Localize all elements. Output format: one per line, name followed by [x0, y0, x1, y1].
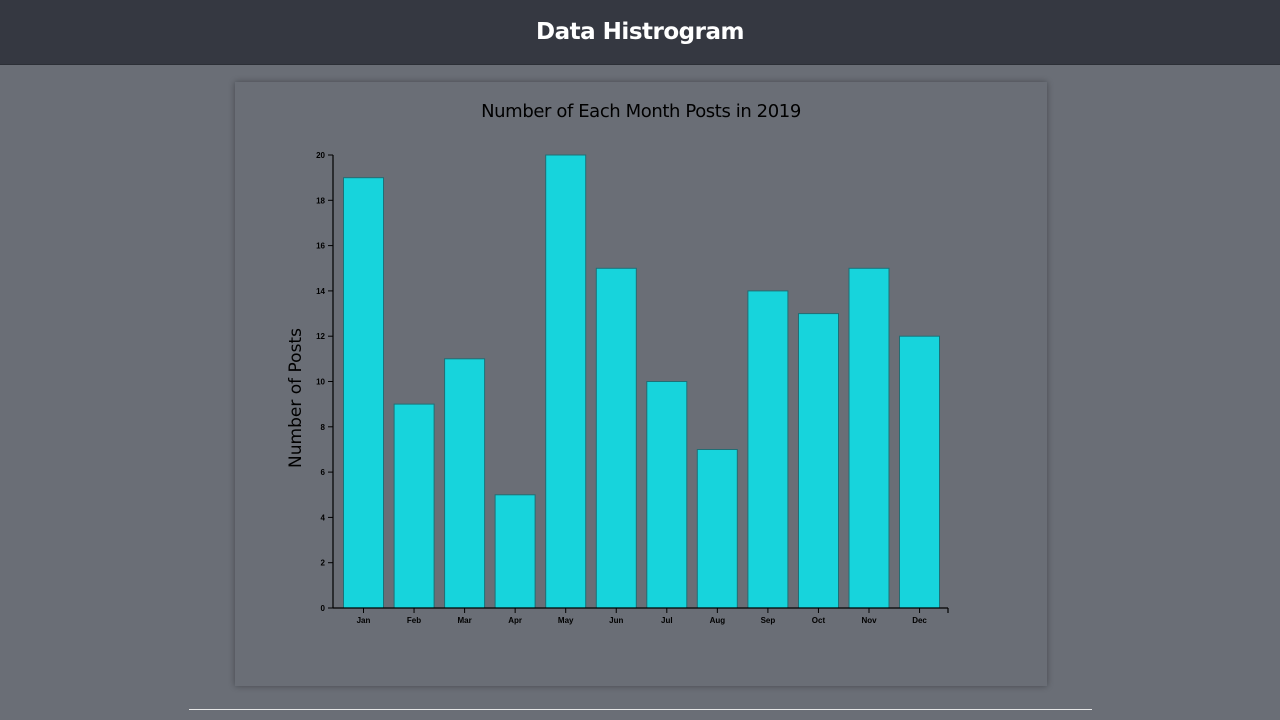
bar-chart: 0 2 4 6 8 10 12 14 16 18 20 Jan Feb Mar Apr May Jun Jul Au…: [286, 151, 949, 625]
bar-sep: [747, 290, 789, 609]
y-tick-label: 16: [316, 242, 325, 251]
x-tick-label: Oct: [812, 616, 826, 625]
y-tick-label: 8: [321, 423, 326, 432]
x-tick-label: Nov: [861, 616, 877, 625]
bar-apr: [494, 494, 536, 609]
chart-card: Number of Each Month Posts in 2019 0 2 4 6 8…: [235, 82, 1047, 686]
y-tick-label: 18: [316, 196, 325, 205]
x-tick-label: Aug: [710, 616, 726, 625]
y-tick-label: 6: [321, 468, 326, 477]
y-axis-title: Number of Posts: [286, 328, 306, 468]
y-tick-label: 2: [321, 559, 326, 568]
app-title: Data Histrogram: [536, 19, 744, 45]
y-tick-label: 14: [316, 287, 325, 296]
bar-jul: [646, 381, 688, 609]
x-tick-label: Feb: [407, 616, 421, 625]
y-tick-label: 4: [321, 513, 326, 522]
y-tick-label: 20: [316, 151, 325, 160]
app-header: Data Histrogram: [0, 0, 1280, 65]
x-tick-label: Mar: [457, 616, 471, 625]
x-tick-label: Sep: [761, 616, 776, 625]
bar-aug: [696, 449, 738, 609]
bar-jan: [343, 177, 384, 609]
y-tick-label: 12: [316, 332, 325, 341]
bar-mar: [444, 358, 486, 609]
x-tick-label: Jun: [609, 616, 623, 625]
x-tick-label: Dec: [912, 616, 927, 625]
bar-may: [545, 154, 587, 609]
bar-dec: [899, 335, 940, 609]
x-tick-label: May: [558, 616, 574, 625]
y-tick-label: 10: [316, 378, 325, 387]
x-tick-label: Apr: [508, 616, 522, 625]
bar-feb: [393, 403, 435, 609]
footer-divider: [189, 709, 1092, 710]
x-tick-label: Jan: [357, 616, 371, 625]
bar-nov: [848, 267, 890, 609]
x-tick-label: Jul: [661, 616, 673, 625]
y-tick-label: 0: [321, 604, 326, 613]
bar-oct: [798, 313, 839, 609]
chart-title: Number of Each Month Posts in 2019: [481, 101, 801, 122]
bar-jun: [595, 267, 637, 609]
